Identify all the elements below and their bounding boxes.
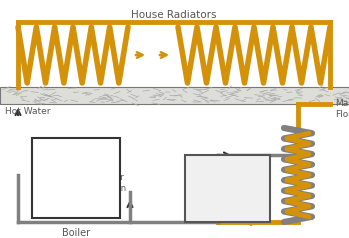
Text: House Radiators: House Radiators: [131, 10, 217, 20]
Text: Hot Water: Hot Water: [5, 106, 51, 115]
Bar: [0, 87, 349, 104]
Text: Main
Floor: Main Floor: [335, 99, 349, 119]
Bar: [32, 138, 120, 218]
Text: Boiler: Boiler: [62, 228, 90, 238]
Bar: [185, 155, 270, 222]
Text: Cold
Water
Return: Cold Water Return: [98, 163, 126, 193]
Text: Heat
Storage
-
Tap
Water
Heater: Heat Storage - Tap Water Heater: [212, 156, 242, 220]
